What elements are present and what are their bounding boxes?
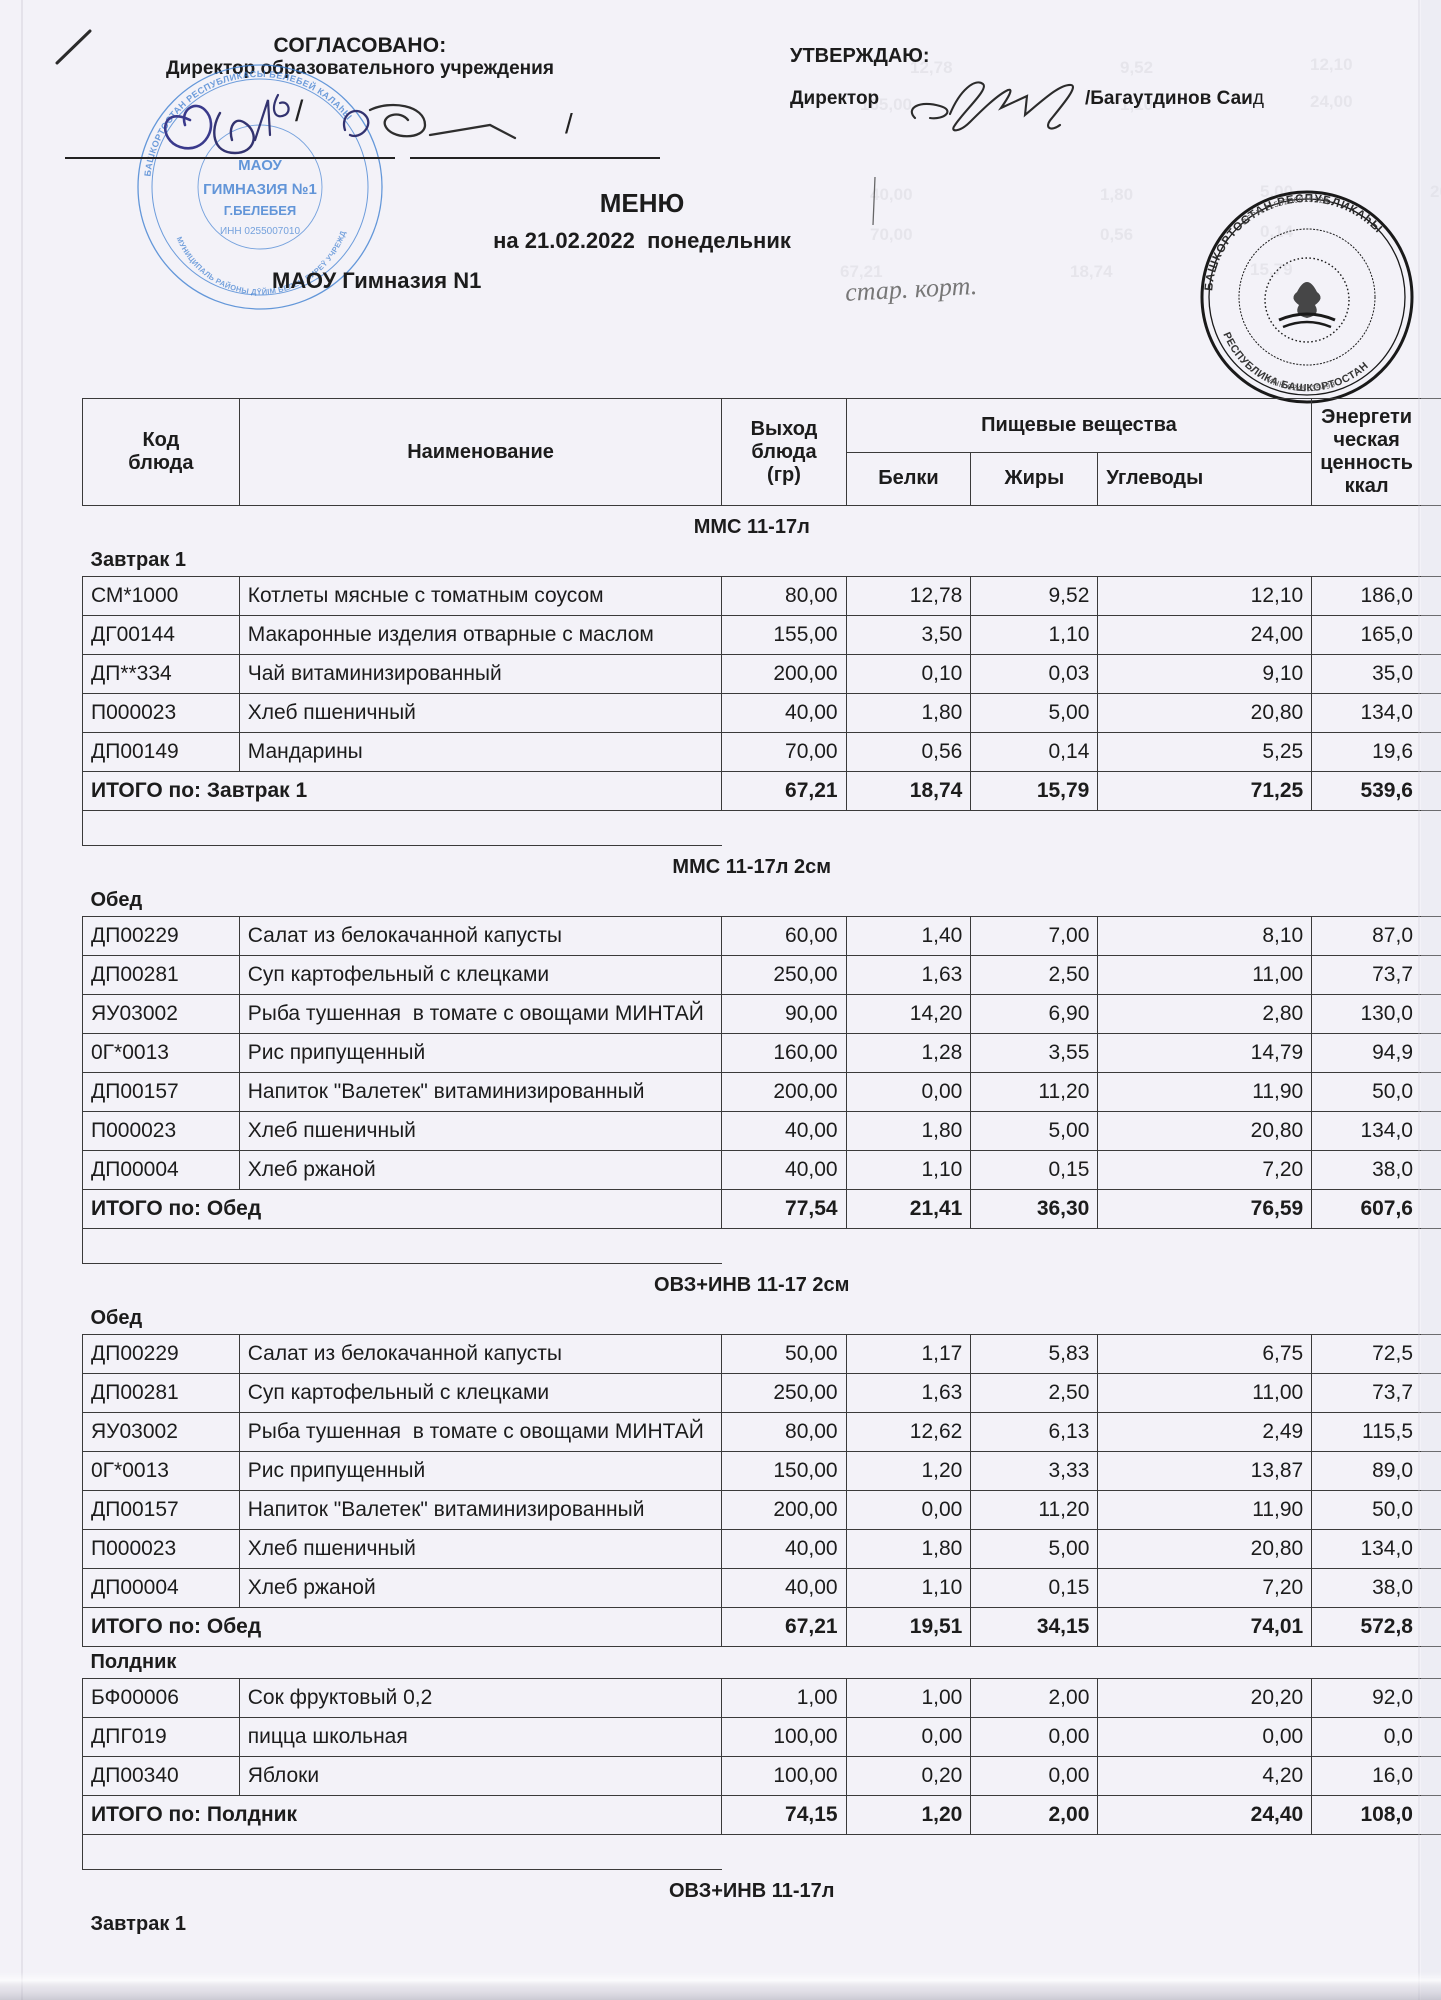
svg-text:ГИМНАЗИЯ №1: ГИМНАЗИЯ №1 <box>203 181 317 198</box>
svg-text:ОГРН 1150280015126: ОГРН 1150280015126 <box>1240 195 1330 227</box>
svg-text:Г.БЕЛЕБЕЯ: Г.БЕЛЕБЕЯ <box>224 203 297 218</box>
svg-text:БАШКОРТОСТАН РЕСПУБЛИКАhЫ: БАШКОРТОСТАН РЕСПУБЛИКАhЫ <box>1203 193 1384 292</box>
